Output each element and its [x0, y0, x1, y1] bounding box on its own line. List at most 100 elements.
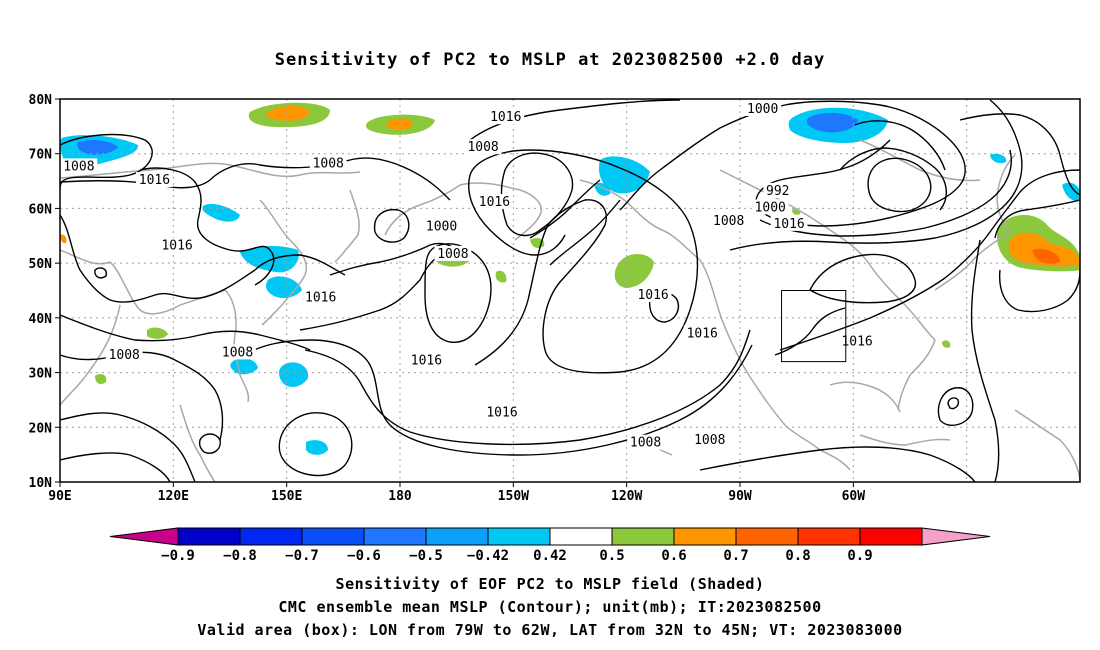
colorbar-swatch — [239, 527, 303, 546]
colorbar-low-extend — [109, 527, 179, 546]
colorbar-tick-label: −0.8 — [223, 548, 257, 564]
contour-label-bg — [627, 434, 664, 450]
contour-label-bg — [691, 431, 729, 447]
contour-label-bg — [302, 289, 340, 305]
colorbar-tick-label: 0.42 — [533, 548, 567, 564]
contour-label: 1008 — [630, 436, 661, 451]
contour-label: 1016 — [411, 354, 442, 369]
contour-label: 1016 — [841, 334, 872, 349]
colorbar-tick-label: 0.5 — [599, 548, 624, 564]
lat-label: 10N — [29, 476, 53, 491]
contour-label-bg — [487, 109, 525, 125]
colorbar-swatch — [363, 527, 427, 546]
valid-area-box — [781, 290, 847, 363]
contour-label-bg — [105, 347, 143, 363]
contour-label: 1016 — [773, 217, 804, 232]
latitude-labels: 80N 70N 60N 50N 40N 30N 20N 10N — [29, 93, 60, 491]
colorbar-swatch — [859, 527, 923, 546]
colorbar-tick-label: 0.9 — [847, 548, 872, 564]
contour-label-bg — [136, 172, 173, 188]
colorbar-swatch — [735, 527, 799, 546]
contour-label-bg — [751, 199, 789, 215]
caption-valid-area: Valid area (box): LON from 79W to 62W, L… — [197, 621, 903, 639]
contour-label-bg — [634, 286, 672, 302]
lat-label: 60N — [29, 202, 53, 217]
contour-label: 1008 — [222, 345, 253, 360]
contour-label-bg — [434, 245, 472, 261]
contour-label: 1016 — [486, 406, 517, 421]
contour-label: 1008 — [467, 140, 498, 155]
contour-label: 1000 — [755, 200, 786, 215]
colorbar-swatch — [487, 527, 551, 546]
contour-label-bg — [60, 158, 98, 174]
lon-label: 120W — [611, 489, 642, 504]
contour-label-bg — [683, 325, 721, 341]
contour-label-bg — [770, 215, 808, 231]
lon-label: 60W — [842, 489, 866, 504]
contour-label-bg — [838, 333, 876, 349]
colorbar-swatch — [425, 527, 489, 546]
contour-label-bg — [158, 237, 196, 253]
colorbar-swatch — [611, 527, 675, 546]
lon-label: 90E — [48, 489, 71, 504]
colorbar-swatch — [177, 527, 241, 546]
lat-label: 80N — [29, 93, 53, 108]
colorbar-swatch — [549, 527, 613, 546]
contour-label-bg — [763, 183, 793, 199]
lat-label: 70N — [29, 148, 53, 163]
colorbar-swatch — [673, 527, 737, 546]
lon-label: 150E — [271, 489, 302, 504]
colorbar-tick-labels: −0.9 −0.8 −0.7 −0.6 −0.5 −0.42 0.42 0.5 0.6 0.7 0.… — [161, 548, 873, 564]
lat-label: 30N — [29, 367, 53, 382]
contour-label: 1016 — [687, 326, 718, 341]
contour-label-bg — [710, 213, 748, 229]
lon-label: 180 — [388, 489, 412, 504]
longitude-labels: 90E 120E 150E 180 150W 120W 90W 60W — [48, 482, 865, 504]
contour-label-bg — [309, 155, 347, 171]
contour-label-bg — [744, 100, 782, 116]
contour-labels: 1016100810001008101610081016100010089921… — [60, 100, 876, 451]
contour-label: 1016 — [490, 110, 521, 125]
contour-label: 992 — [766, 184, 789, 199]
contour-label: 1016 — [479, 195, 510, 210]
colorbar-tick-label: −0.9 — [161, 548, 195, 564]
colorbar-swatch — [301, 527, 365, 546]
coastlines — [60, 139, 1080, 482]
contour-label: 1016 — [161, 239, 192, 254]
caption-shading: Sensitivity of EOF PC2 to MSLP field (Sh… — [335, 575, 765, 593]
colorbar-tick-label: 0.7 — [723, 548, 748, 564]
colorbar-high-extend — [921, 527, 991, 546]
contour-label: 1008 — [313, 157, 344, 172]
contour-label-bg — [219, 344, 256, 360]
sensitivity-map: 1016100810001008101610081016100010089921… — [29, 93, 1081, 564]
colorbar — [109, 527, 991, 546]
lat-label: 40N — [29, 312, 53, 327]
contour-label: 1000 — [426, 220, 457, 235]
colorbar-tick-label: −0.42 — [467, 548, 509, 564]
contour-label: 1000 — [747, 102, 778, 117]
lon-label: 120E — [158, 489, 189, 504]
contour-label-bg — [464, 139, 502, 155]
lon-label: 90W — [728, 489, 752, 504]
lat-label: 50N — [29, 257, 53, 272]
contour-label: 1016 — [139, 173, 170, 188]
colorbar-tick-label: −0.6 — [347, 548, 381, 564]
map-title: Sensitivity of PC2 to MSLP at 2023082500… — [274, 50, 826, 70]
contour-label: 1016 — [637, 288, 668, 303]
colorbar-tick-label: −0.5 — [409, 548, 443, 564]
contour-label-bg — [423, 218, 460, 234]
mslp-contours — [60, 99, 1080, 482]
colorbar-tick-label: −0.7 — [285, 548, 319, 564]
caption-contour: CMC ensemble mean MSLP (Contour); unit(m… — [278, 598, 822, 616]
contour-label: 1008 — [63, 159, 94, 174]
contour-label-bg — [483, 404, 521, 420]
lat-label: 20N — [29, 421, 53, 436]
contour-label-bg — [476, 193, 513, 209]
contour-label: 1008 — [109, 348, 140, 363]
sensitivity-shading — [60, 102, 1080, 455]
graticule — [60, 99, 1080, 482]
lon-label: 150W — [498, 489, 529, 504]
colorbar-tick-label: 0.8 — [785, 548, 810, 564]
contour-label: 1008 — [694, 433, 725, 448]
contour-label-bg — [408, 352, 445, 368]
